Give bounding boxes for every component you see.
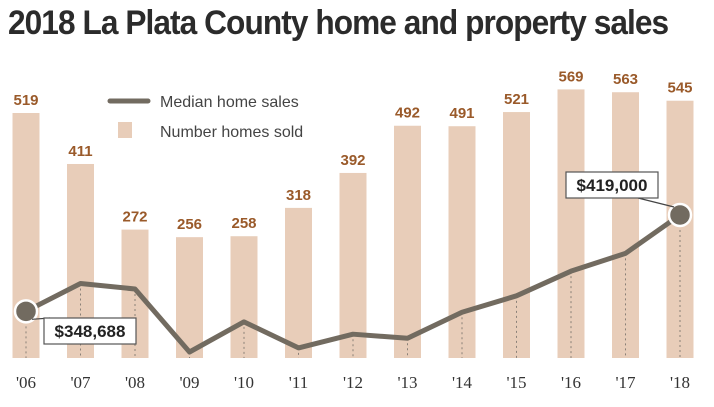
bar-8 xyxy=(448,126,476,358)
bar-10 xyxy=(557,89,585,359)
x-tick-12: '18 xyxy=(670,373,690,392)
bar-12 xyxy=(666,100,694,359)
x-tick-8: '14 xyxy=(452,373,473,392)
bar-label-2: 272 xyxy=(122,209,147,226)
start-marker xyxy=(13,299,39,324)
bar-label-6: 392 xyxy=(340,152,365,169)
x-tick-4: '10 xyxy=(234,373,254,392)
x-tick-11: '17 xyxy=(615,373,636,392)
bar-label-1: 411 xyxy=(68,143,92,160)
x-tick-1: '07 xyxy=(70,373,91,392)
bar-label-3: 256 xyxy=(177,216,202,233)
x-tick-7: '13 xyxy=(397,373,417,392)
x-tick-5: '11 xyxy=(289,373,308,392)
x-tick-0: '06 xyxy=(16,373,36,392)
chart-title: 2018 La Plata County home and property s… xyxy=(8,4,669,42)
bar-4 xyxy=(230,236,258,358)
bar-label-4: 258 xyxy=(231,215,256,232)
bar-label-8: 491 xyxy=(449,105,474,122)
end-marker xyxy=(667,202,693,228)
x-tick-3: '09 xyxy=(179,373,199,392)
legend-bar-label: Number homes sold xyxy=(160,124,303,141)
x-tick-2: '08 xyxy=(125,373,145,392)
x-tick-6: '12 xyxy=(343,373,363,392)
x-tick-10: '16 xyxy=(561,373,581,392)
bar-11 xyxy=(612,92,639,359)
callout-start-text: $348,688 xyxy=(55,322,126,341)
bar-6 xyxy=(339,172,367,358)
bar-label-10: 569 xyxy=(558,68,583,85)
bar-7 xyxy=(394,125,421,358)
bar-label-0: 519 xyxy=(13,92,38,109)
callout-start-box xyxy=(43,317,137,345)
callout-end-text: $419,000 xyxy=(577,176,648,195)
bar-label-7: 492 xyxy=(395,105,420,122)
bar-label-11: 563 xyxy=(613,71,638,88)
median-line xyxy=(23,212,683,355)
legend-bar-swatch xyxy=(118,122,132,138)
legend-line-label: Median home sales xyxy=(160,94,299,111)
bar-5 xyxy=(285,207,312,358)
callout-end-leader xyxy=(637,197,675,208)
x-tick-9: '15 xyxy=(506,373,526,392)
bar-label-12: 545 xyxy=(667,80,692,97)
bar-label-9: 521 xyxy=(504,91,529,108)
bar-label-5: 318 xyxy=(286,187,311,204)
callout-end-box xyxy=(565,171,659,199)
